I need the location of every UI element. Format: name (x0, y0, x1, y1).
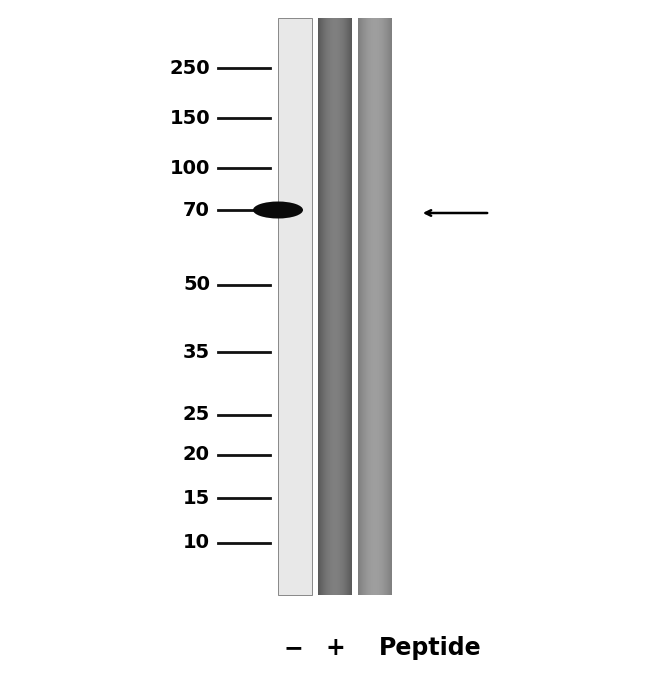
Text: −: − (283, 636, 303, 660)
Bar (278, 18, 312, 595)
Text: +: + (325, 636, 345, 660)
Text: 50: 50 (183, 276, 210, 294)
Text: 35: 35 (183, 342, 210, 362)
Ellipse shape (253, 202, 303, 219)
Text: 10: 10 (183, 534, 210, 552)
Text: 15: 15 (183, 488, 210, 508)
Text: 70: 70 (183, 200, 210, 220)
Text: 250: 250 (170, 58, 210, 78)
Text: 150: 150 (170, 108, 210, 128)
Text: Peptide: Peptide (379, 636, 481, 660)
Text: 20: 20 (183, 445, 210, 464)
Text: 100: 100 (170, 158, 210, 178)
Text: 25: 25 (183, 405, 210, 425)
